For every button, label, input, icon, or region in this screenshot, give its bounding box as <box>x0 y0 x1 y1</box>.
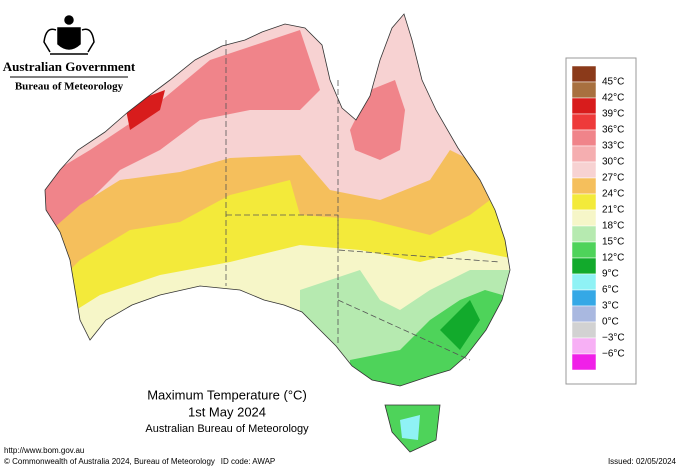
legend-label: 15°C <box>602 237 624 248</box>
state-borders <box>225 40 501 361</box>
coat-of-arms <box>43 15 95 55</box>
legend-swatch <box>571 65 597 83</box>
legend-label: 9°C <box>602 269 619 280</box>
legend-label: 27°C <box>602 173 624 184</box>
legend-label: 36°C <box>602 125 624 136</box>
legend-label: 24°C <box>602 189 624 200</box>
legend-label: 39°C <box>602 109 624 120</box>
footer-copyright: © Commonwealth of Australia 2024, Bureau… <box>4 457 215 466</box>
legend-swatch <box>571 145 597 163</box>
footer-url: http://www.bom.gov.au <box>4 446 84 455</box>
legend-label: 12°C <box>602 253 624 264</box>
footer-issued: Issued: 02/05/2024 <box>608 457 677 466</box>
legend-label: 45°C <box>602 77 624 88</box>
agency-name: Bureau of Meteorology <box>15 81 124 93</box>
legend-swatch <box>571 177 597 195</box>
legend-swatch <box>571 337 597 355</box>
legend-swatch <box>571 257 597 275</box>
legend-swatch <box>571 161 597 179</box>
map-title: Maximum Temperature (°C) <box>147 387 307 402</box>
legend-swatch <box>571 353 597 371</box>
legend: 45°C 42°C 39°C 36°C 33°C 30°C 27°C 24°C 21°C 18°C… <box>565 57 637 385</box>
coastline <box>384 404 441 453</box>
legend-swatch <box>571 289 597 307</box>
government-name: Australian Government <box>3 59 136 74</box>
legend-swatch <box>571 209 597 227</box>
legend-label: 3°C <box>602 301 619 312</box>
map-source: Australian Bureau of Meteorology <box>145 423 309 435</box>
legend-swatch <box>571 129 597 147</box>
legend-swatch <box>571 97 597 115</box>
legend-label: 18°C <box>602 221 624 232</box>
legend-swatch <box>571 113 597 131</box>
legend-label: −6°C <box>602 349 625 360</box>
legend-label: 42°C <box>602 93 624 104</box>
legend-label: 0°C <box>602 317 619 328</box>
legend-label: 21°C <box>602 205 624 216</box>
legend-swatch <box>571 241 597 259</box>
legend-swatch <box>571 225 597 243</box>
legend-swatch <box>571 321 597 339</box>
legend-label: 6°C <box>602 285 619 296</box>
footer-id-code: ID code: AWAP <box>221 457 276 466</box>
legend-label: −3°C <box>602 333 625 344</box>
legend-swatch <box>571 273 597 291</box>
legend-swatch <box>571 81 597 99</box>
legend-label: 30°C <box>602 157 624 168</box>
legend-swatch <box>571 305 597 323</box>
legend-swatch <box>571 193 597 211</box>
legend-label: 33°C <box>602 141 624 152</box>
map-date: 1st May 2024 <box>188 404 266 419</box>
